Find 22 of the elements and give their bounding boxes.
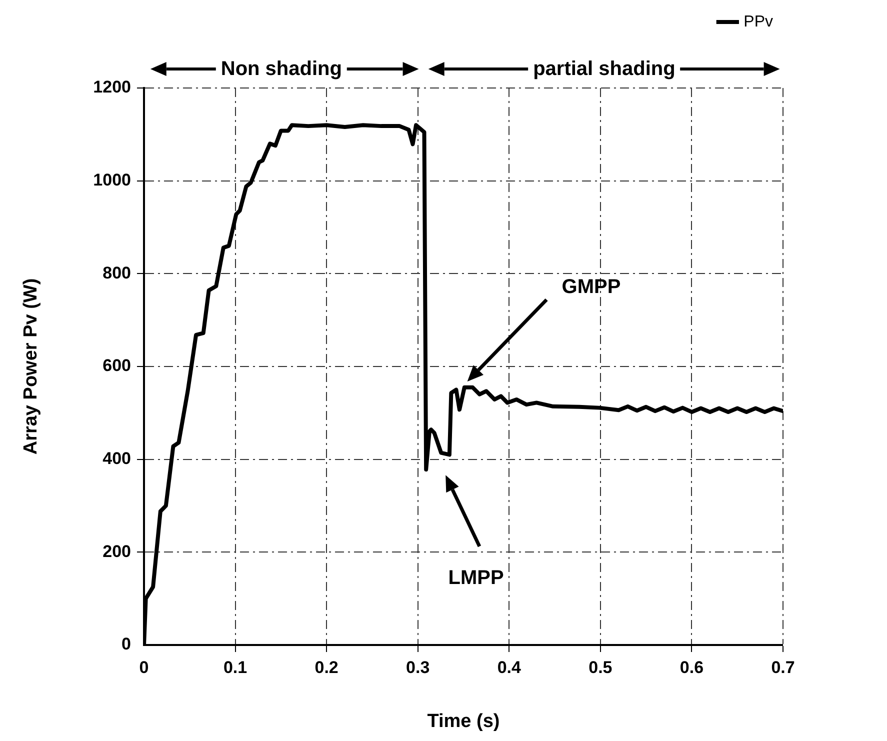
x-tick-label: 0.7 <box>771 658 795 677</box>
y-axis-title: Array Power Pv (W) <box>20 278 42 455</box>
x-tick-label: 0.3 <box>406 658 430 677</box>
annotation: LMPP <box>448 567 504 590</box>
y-tick-label: 1200 <box>93 78 131 97</box>
x-tick-label: 0.5 <box>588 658 612 677</box>
x-tick-label: 0 <box>139 658 149 677</box>
legend-label: PPv <box>744 13 773 30</box>
annotation: GMPP <box>562 276 621 298</box>
x-tick-label: 0.4 <box>497 658 522 677</box>
x-tick-label: 0.2 <box>314 658 338 677</box>
y-tick-label: 1000 <box>93 170 131 190</box>
text: partial shading <box>533 58 676 80</box>
x-tick-label: 0.1 <box>223 658 248 677</box>
x-axis-title: Time (s) <box>427 710 500 732</box>
y-tick-label: 400 <box>102 449 131 468</box>
y-tick-label: 0 <box>122 634 131 654</box>
y-tick-label: 600 <box>102 356 131 376</box>
text: Non shading <box>220 58 342 80</box>
x-tick-label: 0.6 <box>680 658 704 677</box>
y-tick-label: 200 <box>102 542 131 561</box>
y-tick-label: 800 <box>102 263 131 282</box>
